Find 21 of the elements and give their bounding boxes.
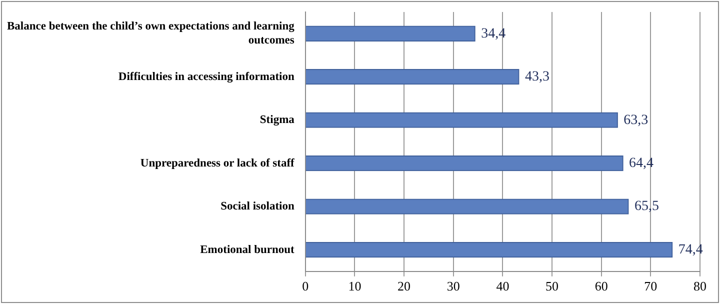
y-tick-label: Social isolation xyxy=(220,200,295,213)
data-label: 63,3 xyxy=(624,112,648,128)
y-tick-label: Unpreparedness or lack of staff xyxy=(140,157,295,170)
x-tick-label: 40 xyxy=(496,278,510,294)
data-label: 74,4 xyxy=(678,242,703,258)
data-label: 43,3 xyxy=(524,70,550,85)
data-label: 34,4 xyxy=(481,26,506,42)
y-tick-label: Stigma xyxy=(260,114,295,126)
y-tick-label: Difficulties in accessing information xyxy=(118,70,295,83)
x-tick-label: 50 xyxy=(546,278,559,294)
x-tick-label: 30 xyxy=(446,278,460,294)
y-tick-label: Emotional burnout xyxy=(200,244,295,256)
x-tick-label: 60 xyxy=(594,278,608,294)
y-tick-label: Balance between the child’s own expectations and learning outcomes xyxy=(6,20,295,46)
x-tick-label: 0 xyxy=(302,278,309,294)
x-tick-label: 20 xyxy=(398,278,411,294)
x-tick-label: 10 xyxy=(348,278,362,294)
data-label: 65,5 xyxy=(634,199,659,214)
data-label: 64,4 xyxy=(629,156,654,171)
x-tick-label: 80 xyxy=(694,278,706,294)
x-tick-label: 70 xyxy=(644,278,658,294)
